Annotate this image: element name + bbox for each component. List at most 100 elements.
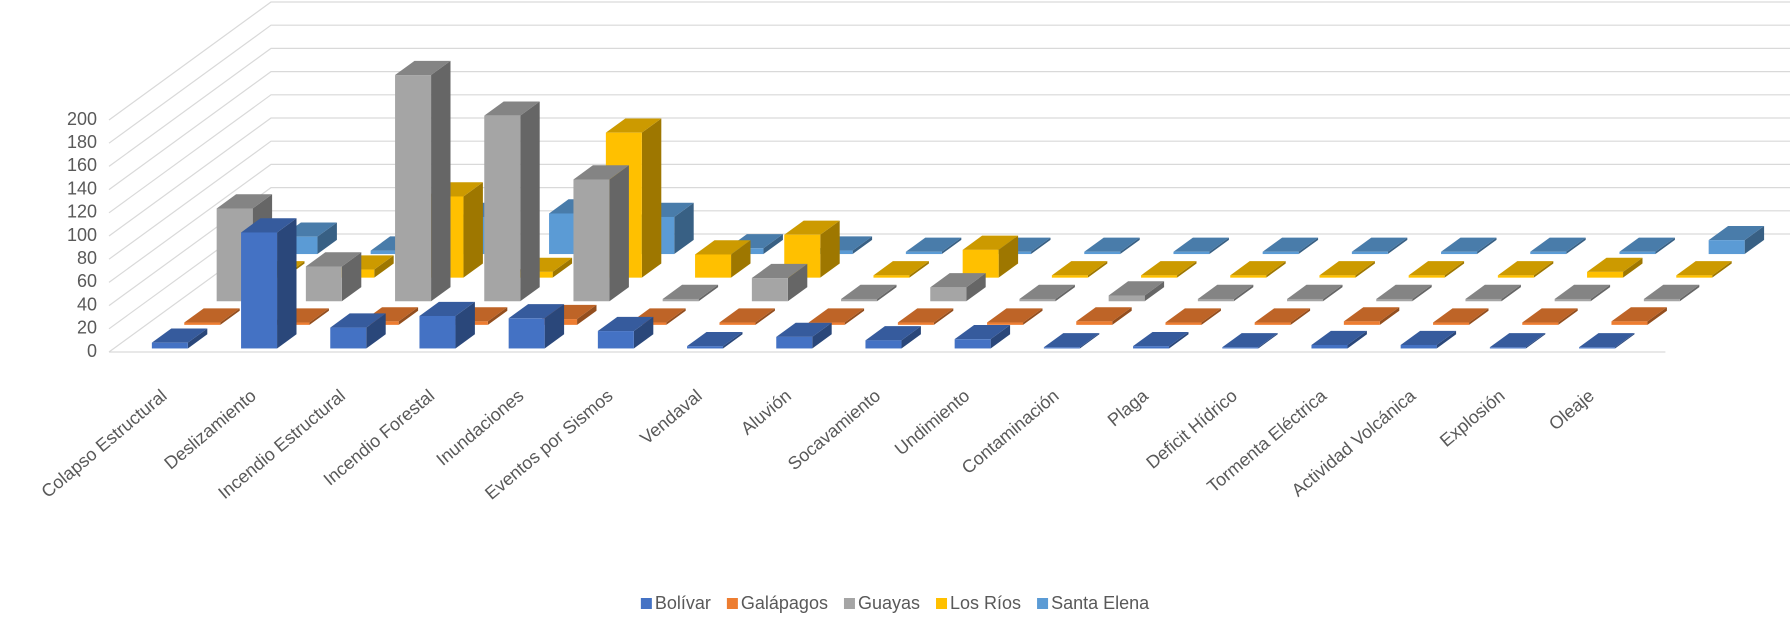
bar-front bbox=[1043, 347, 1080, 349]
bar-side bbox=[398, 307, 419, 325]
bar-side bbox=[1347, 330, 1367, 349]
bar-side bbox=[1436, 330, 1457, 349]
bar-side bbox=[1566, 237, 1586, 255]
grid-line bbox=[108, 140, 1790, 260]
bar-top bbox=[808, 308, 865, 323]
bar-top bbox=[751, 263, 808, 279]
y-tick-label: 100 bbox=[67, 225, 97, 245]
bar-side bbox=[1323, 284, 1343, 302]
grid-line bbox=[108, 47, 1790, 167]
bar-top bbox=[605, 118, 662, 133]
bar-top bbox=[1343, 307, 1400, 322]
bar-side bbox=[941, 237, 962, 255]
bar bbox=[865, 326, 921, 349]
bar-side bbox=[1469, 308, 1489, 325]
bar-front bbox=[1141, 275, 1178, 278]
bar-side bbox=[1055, 284, 1075, 302]
bar bbox=[751, 263, 808, 302]
bar bbox=[987, 308, 1043, 325]
bar bbox=[930, 273, 986, 302]
bar-front bbox=[184, 322, 221, 325]
bar-side bbox=[552, 257, 573, 278]
bar-top bbox=[1311, 330, 1367, 345]
bar-top bbox=[1441, 237, 1497, 252]
bar-top bbox=[987, 308, 1043, 323]
grid-line bbox=[108, 163, 1790, 283]
bar-front bbox=[1319, 275, 1356, 278]
bar-top bbox=[1579, 333, 1635, 348]
bar bbox=[719, 308, 775, 325]
bar bbox=[1619, 237, 1675, 255]
bar-side bbox=[998, 235, 1019, 278]
grid-line bbox=[108, 1, 1790, 121]
bar-side bbox=[487, 307, 508, 325]
bar-side bbox=[877, 284, 897, 302]
bar-side bbox=[812, 322, 832, 349]
bar bbox=[1611, 307, 1667, 325]
bar-top bbox=[1287, 284, 1343, 299]
bar bbox=[1076, 307, 1132, 325]
bar bbox=[1708, 225, 1765, 255]
bar bbox=[1262, 237, 1319, 255]
bar-side bbox=[787, 263, 808, 302]
bar bbox=[1376, 284, 1432, 302]
bar-side bbox=[1290, 308, 1311, 325]
grid-line bbox=[108, 94, 1790, 214]
bar-top bbox=[1173, 237, 1229, 252]
bar-side bbox=[641, 118, 662, 278]
bar-side bbox=[1477, 237, 1497, 255]
bar-side bbox=[577, 304, 597, 325]
bar-side bbox=[374, 255, 394, 278]
bar bbox=[776, 322, 832, 349]
y-tick-label: 180 bbox=[67, 132, 97, 152]
bar bbox=[1108, 281, 1165, 302]
bar-side bbox=[1412, 284, 1432, 302]
y-tick-label: 20 bbox=[77, 318, 97, 338]
bar bbox=[1222, 333, 1278, 349]
bar-side bbox=[1258, 333, 1278, 349]
bar-side bbox=[966, 273, 986, 302]
bar-top bbox=[1165, 308, 1221, 323]
bar-front bbox=[1400, 344, 1437, 349]
bar-side bbox=[1201, 308, 1221, 325]
bar-side bbox=[763, 234, 783, 255]
bar bbox=[1587, 257, 1643, 278]
bar bbox=[1676, 261, 1732, 278]
bar-side bbox=[755, 308, 775, 325]
bar-front bbox=[1076, 321, 1113, 325]
bar-top bbox=[1262, 237, 1319, 252]
bar-side bbox=[1169, 331, 1189, 349]
bar-top bbox=[1076, 307, 1132, 322]
bar-top bbox=[897, 308, 954, 323]
bar-front bbox=[1108, 295, 1145, 302]
bar-front bbox=[1611, 321, 1648, 325]
bar-front bbox=[1554, 298, 1591, 302]
bar bbox=[1554, 284, 1611, 302]
bar-side bbox=[1209, 237, 1229, 255]
bar-top bbox=[1611, 307, 1667, 322]
bar bbox=[1287, 284, 1343, 302]
bar-front bbox=[1262, 251, 1299, 255]
bar-front bbox=[1408, 275, 1445, 278]
bar-top bbox=[1530, 237, 1586, 252]
bar-front bbox=[1676, 275, 1713, 278]
bar bbox=[508, 304, 565, 349]
bar-front bbox=[151, 342, 188, 349]
bar-side bbox=[1647, 307, 1667, 325]
bar bbox=[873, 261, 929, 278]
bar-side bbox=[1266, 261, 1286, 278]
x-tick-label: Undimiento bbox=[891, 385, 974, 459]
bar-front bbox=[419, 315, 456, 349]
bar-side bbox=[609, 165, 629, 302]
bar bbox=[1400, 330, 1457, 349]
bar-front bbox=[1222, 347, 1259, 349]
bar-front bbox=[305, 266, 342, 302]
legend-label: Santa Elena bbox=[1051, 593, 1150, 613]
bar-top bbox=[1708, 225, 1765, 241]
bar-side bbox=[1679, 284, 1700, 302]
bar-front bbox=[905, 251, 942, 255]
bar bbox=[1408, 261, 1465, 278]
y-tick-label: 160 bbox=[67, 155, 97, 175]
bar bbox=[954, 325, 1011, 349]
bar-top bbox=[1433, 308, 1489, 323]
